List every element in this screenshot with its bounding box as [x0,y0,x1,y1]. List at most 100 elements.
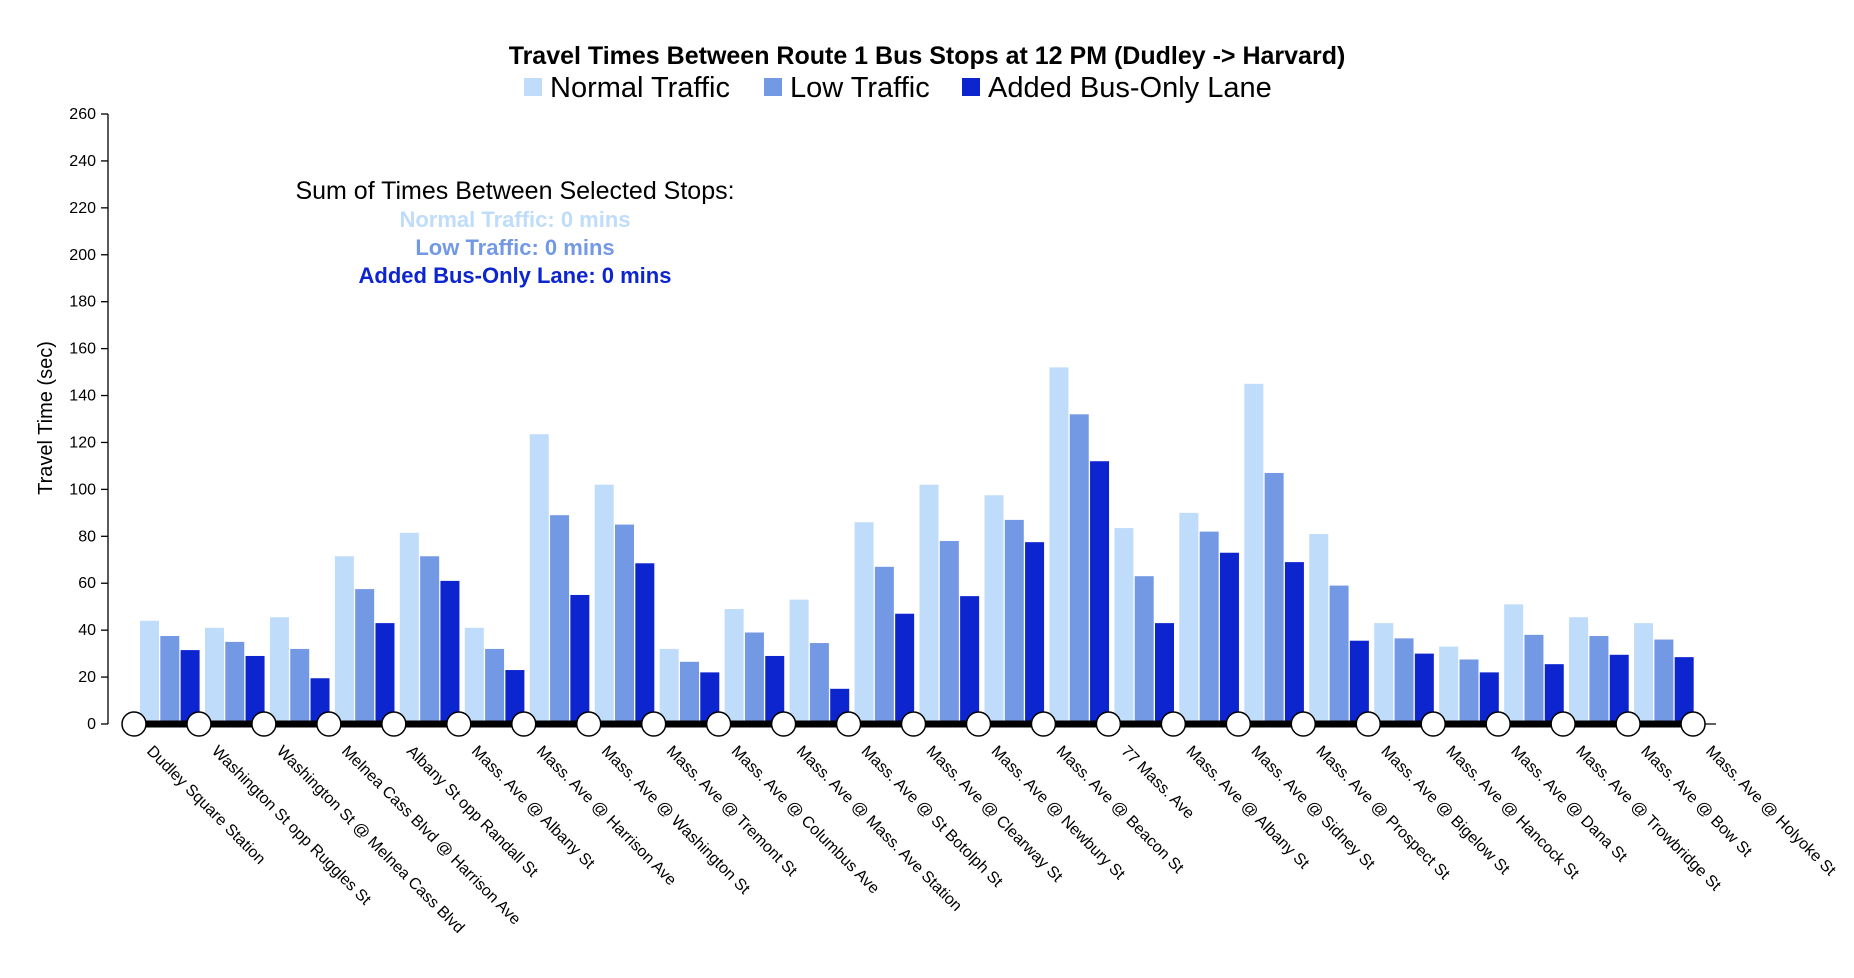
y-tick-label: 0 [87,716,96,733]
bar [724,609,744,724]
stop-label: Mass. Ave @ Albany St [468,743,598,873]
stop-marker[interactable] [316,711,342,737]
stop-label: Mass. Ave @ Dana St [1507,743,1630,866]
bar [140,620,159,724]
stop-marker[interactable] [186,711,212,737]
bar [225,641,245,724]
bar [1524,634,1544,724]
bar [269,617,289,724]
bar [570,594,590,724]
stop-marker[interactable] [835,711,862,737]
bar [1025,542,1045,724]
bar [594,484,614,724]
y-tick-label: 240 [69,153,96,170]
bar [1459,659,1479,724]
y-axis-label: Travel Time (sec) [35,341,57,495]
stop-marker[interactable] [251,711,277,737]
stop-label: Mass. Ave @ Tremont St [663,743,800,880]
stop-label: Mass. Ave @ Sidney St [1247,743,1378,874]
bar [1114,528,1134,724]
legend-swatch [524,78,542,96]
bar [529,434,549,724]
stop-label: Mass. Ave @ Bigelow St [1377,743,1513,879]
bar [939,541,959,724]
legend: Normal Traffic Low Traffic Added Bus-Only … [524,72,1272,104]
stop-label: Mass. Ave @ Clearway St [923,743,1066,886]
stop-marker[interactable] [1420,711,1446,737]
stop-label: Mass. Ave @ Prospect St [1312,743,1453,884]
stop-marker[interactable] [1355,711,1381,737]
summary-low-traffic: Low Traffic: 0 mins [415,235,614,260]
stop-marker[interactable] [121,711,147,737]
stop-marker[interactable] [1225,711,1252,737]
bar [1394,638,1414,724]
bar [1504,604,1524,724]
stop-label: Mass. Ave @ Holyoke St [1702,743,1839,880]
summary-bus-lane: Added Bus-Only Lane: 0 mins [359,263,672,288]
stop-marker[interactable] [575,711,602,737]
bar [245,655,265,724]
stop-marker[interactable] [965,711,992,737]
bar [1069,414,1089,724]
y-tick-label: 60 [78,575,96,592]
summary-heading: Sum of Times Between Selected Stops: [295,177,734,205]
y-tick-label: 80 [78,528,96,545]
y-tick-label: 220 [69,200,96,217]
stop-marker[interactable] [1680,711,1706,737]
bar [809,643,829,724]
bar [180,650,200,724]
bar [1589,636,1609,724]
bar [334,556,354,724]
bar [1264,472,1284,724]
bar [1349,640,1369,724]
y-tick-label: 260 [69,106,96,123]
stop-marker[interactable] [1095,711,1122,737]
bar [1309,533,1329,724]
stop-marker[interactable] [900,711,927,737]
stop-marker[interactable] [1485,711,1511,737]
bar [1199,531,1219,724]
bar [1609,654,1629,724]
legend-label: Low Traffic [790,72,930,104]
chart-title: Travel Times Between Route 1 Bus Stops a… [509,42,1346,70]
bar [1634,623,1654,724]
bar [1155,623,1174,724]
bar [960,596,980,724]
summary-box: Sum of Times Between Selected Stops: Nor… [295,177,734,288]
bar [1219,552,1239,724]
bar [290,648,310,724]
bar [854,522,874,724]
bar [440,580,460,724]
stop-label: Mass. Ave @ Newbury St [988,743,1129,884]
stop-label: Mass. Ave @ Bow St [1637,743,1755,861]
legend-label: Normal Traffic [550,72,730,104]
y-tick-label: 120 [69,434,96,451]
y-tick-label: 20 [78,669,96,686]
stop-marker[interactable] [1550,711,1576,737]
stop-marker[interactable] [1290,711,1317,737]
bar [1439,646,1459,724]
y-tick-label: 140 [69,388,96,405]
stop-marker[interactable] [770,711,797,737]
stop-label: Dudley Square Station [143,743,268,868]
bar [744,632,764,724]
y-tick-label: 160 [69,341,96,358]
stop-marker[interactable] [446,711,472,737]
stop-marker[interactable] [1160,711,1187,737]
stop-marker[interactable] [1030,711,1057,737]
stop-marker[interactable] [640,711,667,737]
stop-marker[interactable] [381,711,407,737]
bar [1090,461,1110,724]
stop-marker[interactable] [705,711,732,737]
bar [615,524,635,724]
bar [1569,617,1589,724]
stop-label: Mass. Ave @ Albany St [1183,743,1313,873]
bar [700,672,720,724]
bar [874,566,894,724]
stop-label: Mass. Ave @ Beacon St [1053,743,1187,877]
y-tick-label: 180 [69,294,96,311]
stop-marker[interactable] [511,711,537,737]
stop-marker[interactable] [1615,711,1641,737]
legend-swatch [764,78,782,96]
